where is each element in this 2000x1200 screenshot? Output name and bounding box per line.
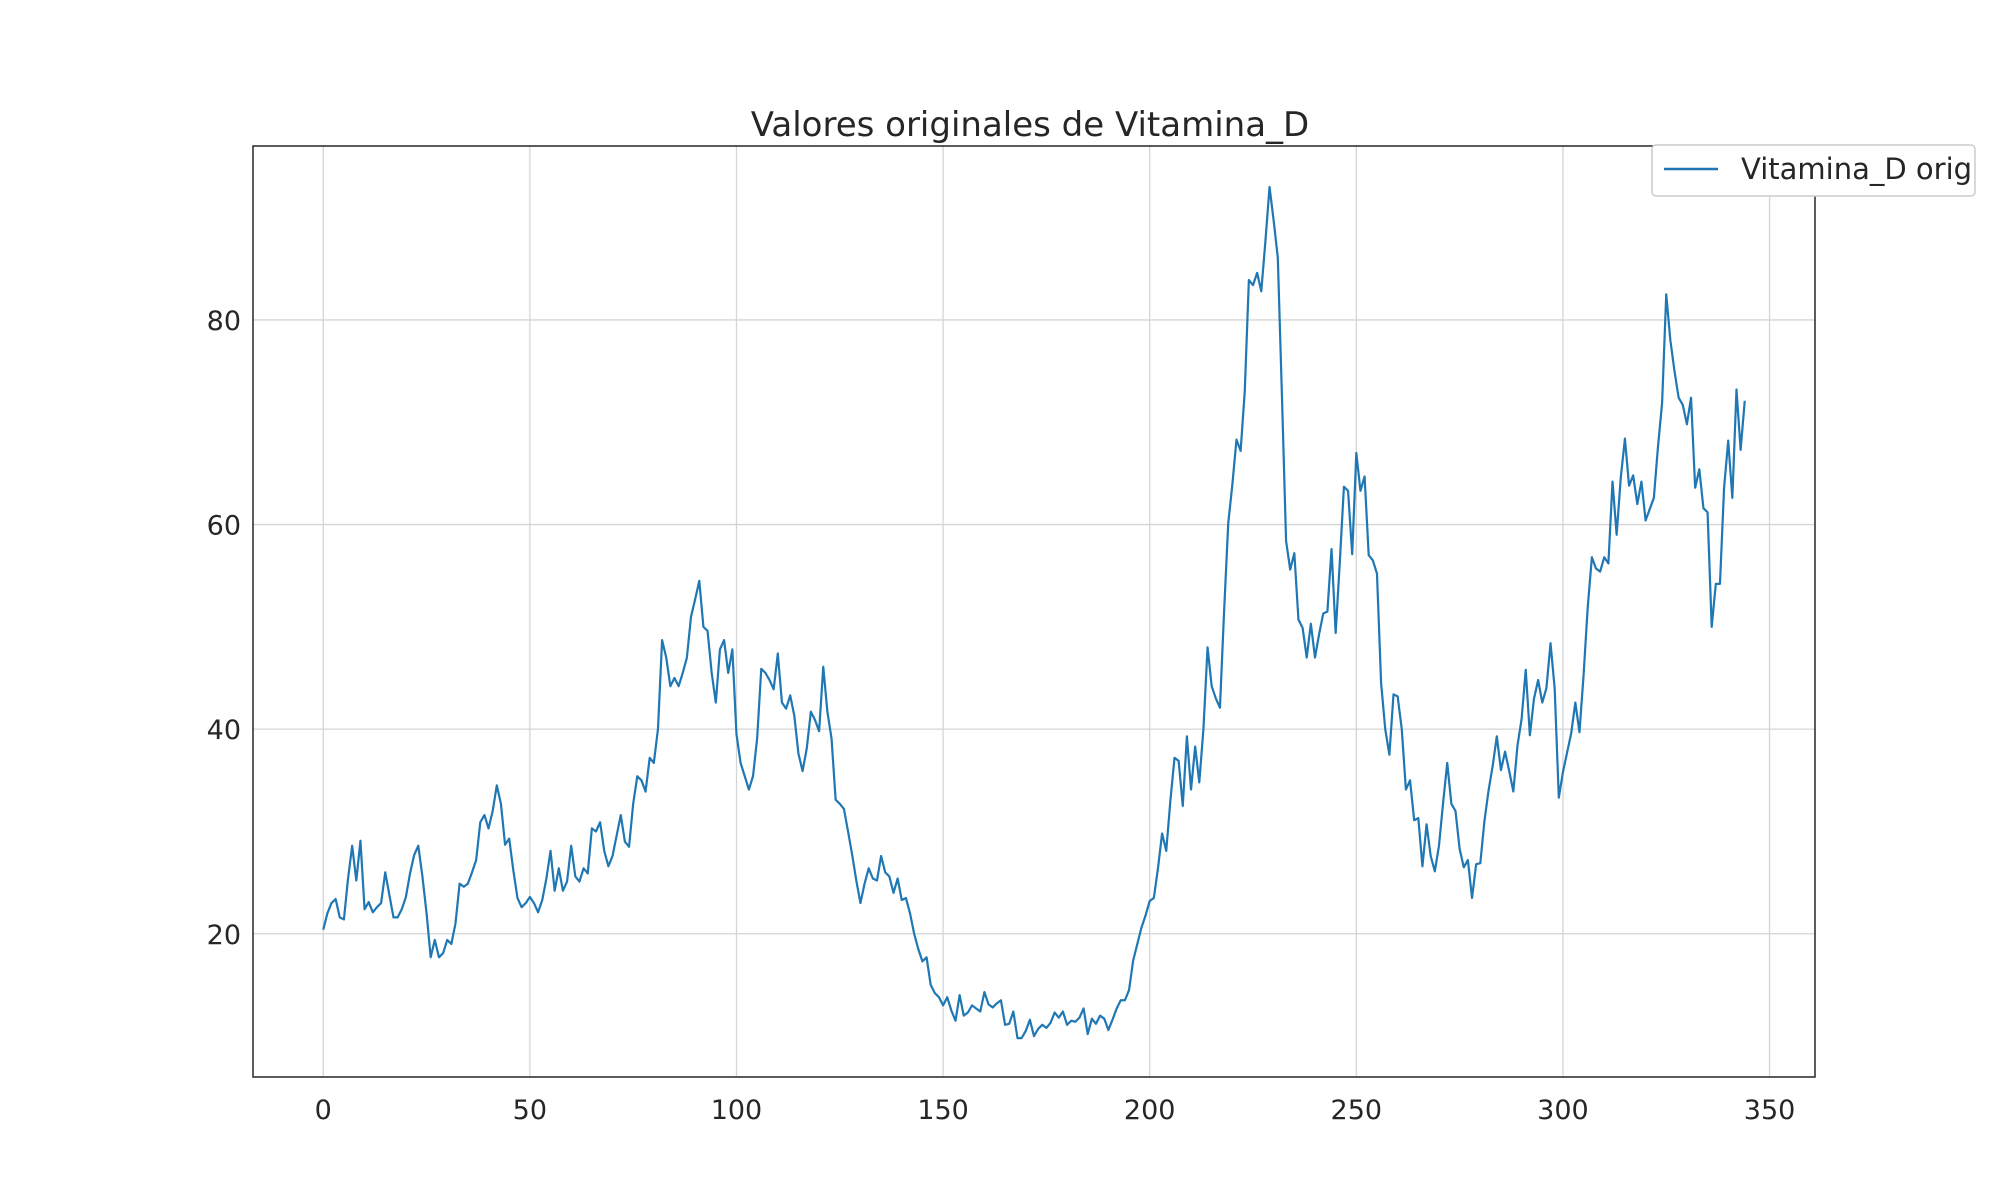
x-tick-label: 200 <box>1124 1095 1176 1126</box>
x-tick-label: 150 <box>917 1095 969 1126</box>
y-tick-label: 20 <box>207 920 241 951</box>
plot-area-frame <box>252 145 1816 1078</box>
legend-box <box>1651 144 1976 197</box>
series-layer <box>322 185 1746 1040</box>
x-tick-label: 100 <box>711 1095 763 1126</box>
chart-title: Valores originales de Vitamina_D <box>751 105 1309 145</box>
x-axis-ticks: 0 50 100 150 200 250 300 350 <box>315 1095 1796 1126</box>
x-tick-label: 250 <box>1331 1095 1383 1126</box>
series-line-vitamina-d-orig <box>322 185 1746 1040</box>
grid-lines <box>253 146 1815 1077</box>
y-tick-label: 80 <box>207 306 241 337</box>
y-tick-label: 40 <box>207 715 241 746</box>
legend-label-vitamina-d-orig: Vitamina_D orig <box>1741 152 1972 186</box>
legend: Vitamina_D orig <box>1651 144 1976 197</box>
x-tick-label: 350 <box>1744 1095 1796 1126</box>
x-tick-label: 50 <box>513 1095 547 1126</box>
x-tick-label: 300 <box>1537 1095 1589 1126</box>
x-tick-label: 0 <box>315 1095 332 1126</box>
y-axis-ticks: 20 40 60 80 <box>207 306 241 951</box>
y-tick-label: 60 <box>207 511 241 542</box>
